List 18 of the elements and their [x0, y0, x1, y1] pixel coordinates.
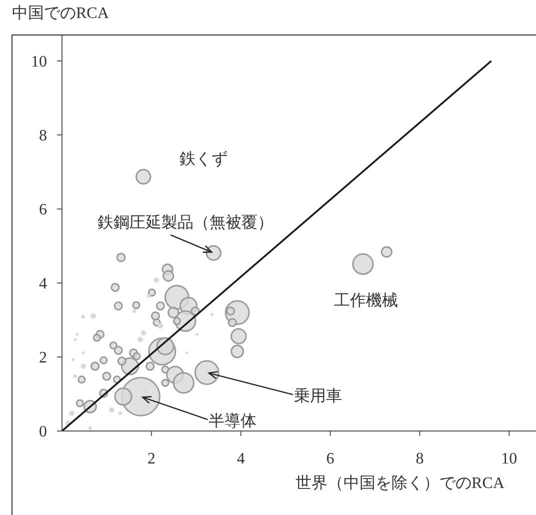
annotation: 鉄鋼圧延製品（無被覆） — [98, 213, 274, 232]
y-axis-title: 中国でのRCA — [12, 4, 110, 22]
x-tick-label: 10 — [501, 450, 518, 468]
x-tick-label: 8 — [416, 450, 424, 468]
annotation: 工作機械 — [334, 292, 398, 310]
y-tick-label: 0 — [39, 424, 47, 441]
x-axis-title: 世界（中国を除く）でのRCA — [296, 474, 505, 492]
y-tick-label: 8 — [39, 128, 47, 145]
annotation: 鉄くず — [179, 150, 228, 168]
x-tick-label: 6 — [326, 450, 334, 468]
annotation: 乗用車 — [294, 387, 342, 406]
x-tick-label: 4 — [236, 450, 245, 468]
x-tick-label: 2 — [147, 450, 156, 468]
y-tick-label: 4 — [39, 276, 47, 293]
y-tick-label: 2 — [39, 350, 47, 367]
annotation: 半導体 — [208, 412, 257, 430]
y-tick-label: 10 — [31, 54, 47, 71]
y-tick-label: 6 — [39, 202, 47, 219]
